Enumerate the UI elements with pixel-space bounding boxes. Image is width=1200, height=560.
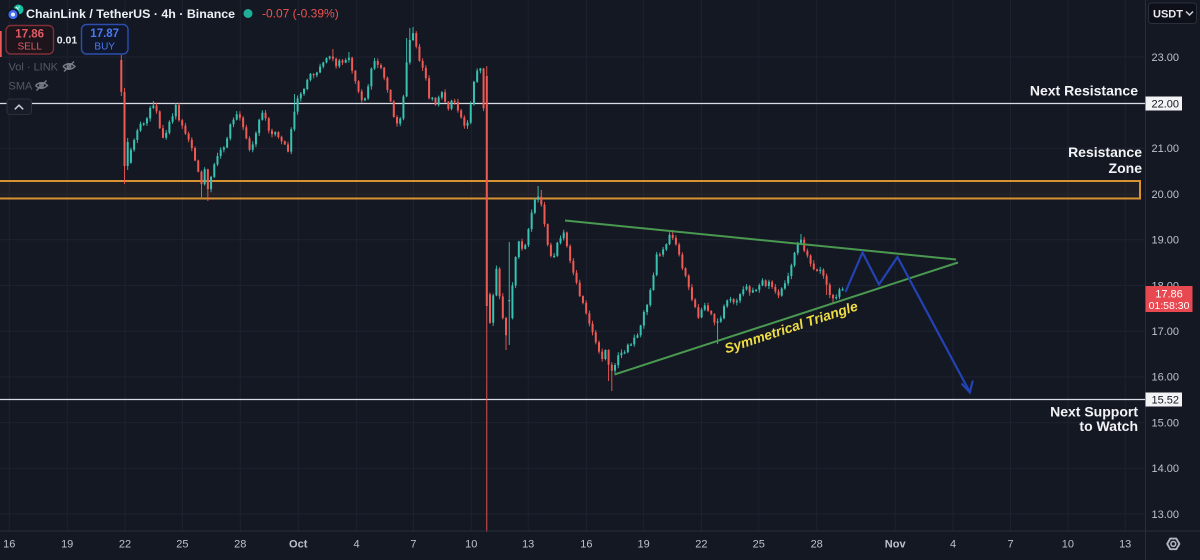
svg-text:22: 22: [695, 539, 707, 551]
svg-text:22.00: 22.00: [1152, 99, 1180, 111]
svg-text:ChainLink / TetherUS · 4h · Bi: ChainLink / TetherUS · 4h · Binance: [26, 7, 235, 21]
svg-text:BUY: BUY: [94, 42, 115, 53]
svg-text:13: 13: [1119, 539, 1131, 551]
svg-text:20.00: 20.00: [1152, 189, 1180, 201]
svg-text:10: 10: [1062, 539, 1074, 551]
svg-text:21.00: 21.00: [1152, 143, 1180, 155]
svg-text:4: 4: [354, 539, 360, 551]
svg-text:17.87: 17.87: [90, 28, 119, 40]
svg-text:28: 28: [234, 539, 246, 551]
svg-text:10: 10: [465, 539, 477, 551]
svg-text:4: 4: [950, 539, 956, 551]
svg-text:22: 22: [119, 539, 131, 551]
svg-text:7: 7: [410, 539, 416, 551]
svg-text:19: 19: [637, 539, 649, 551]
svg-text:25: 25: [753, 539, 765, 551]
svg-text:Oct: Oct: [289, 539, 308, 551]
svg-text:USDT: USDT: [1153, 9, 1183, 21]
svg-text:Nov: Nov: [885, 539, 907, 551]
svg-text:25: 25: [176, 539, 188, 551]
svg-text:16.00: 16.00: [1152, 372, 1180, 384]
svg-text:Vol · LINK: Vol · LINK: [9, 62, 59, 74]
svg-text:Next Support: Next Support: [1050, 404, 1138, 420]
svg-text:19: 19: [61, 539, 73, 551]
svg-text:15.00: 15.00: [1152, 417, 1180, 429]
svg-text:17.00: 17.00: [1152, 326, 1180, 338]
svg-text:16: 16: [3, 539, 15, 551]
svg-text:23.00: 23.00: [1152, 52, 1180, 64]
svg-text:14.00: 14.00: [1152, 463, 1180, 475]
svg-text:13.00: 13.00: [1152, 509, 1180, 521]
svg-text:to Watch: to Watch: [1079, 418, 1138, 434]
svg-text:SELL: SELL: [17, 42, 42, 53]
svg-text:28: 28: [811, 539, 823, 551]
svg-text:Resistance: Resistance: [1068, 144, 1142, 160]
svg-text:17.86: 17.86: [1155, 289, 1183, 301]
svg-text:0.01: 0.01: [57, 35, 78, 47]
svg-text:7: 7: [1007, 539, 1013, 551]
svg-text:-0.07 (-0.39%): -0.07 (-0.39%): [262, 7, 339, 21]
svg-text:17.86: 17.86: [15, 29, 44, 41]
svg-text:19.00: 19.00: [1152, 235, 1180, 247]
svg-text:15.52: 15.52: [1152, 395, 1180, 407]
svg-text:16: 16: [580, 539, 592, 551]
svg-text:Next Resistance: Next Resistance: [1030, 83, 1138, 99]
svg-text:SMA: SMA: [9, 81, 34, 93]
svg-text:Zone: Zone: [1109, 160, 1143, 176]
svg-text:13: 13: [522, 539, 534, 551]
svg-text:01:58:30: 01:58:30: [1149, 300, 1190, 312]
